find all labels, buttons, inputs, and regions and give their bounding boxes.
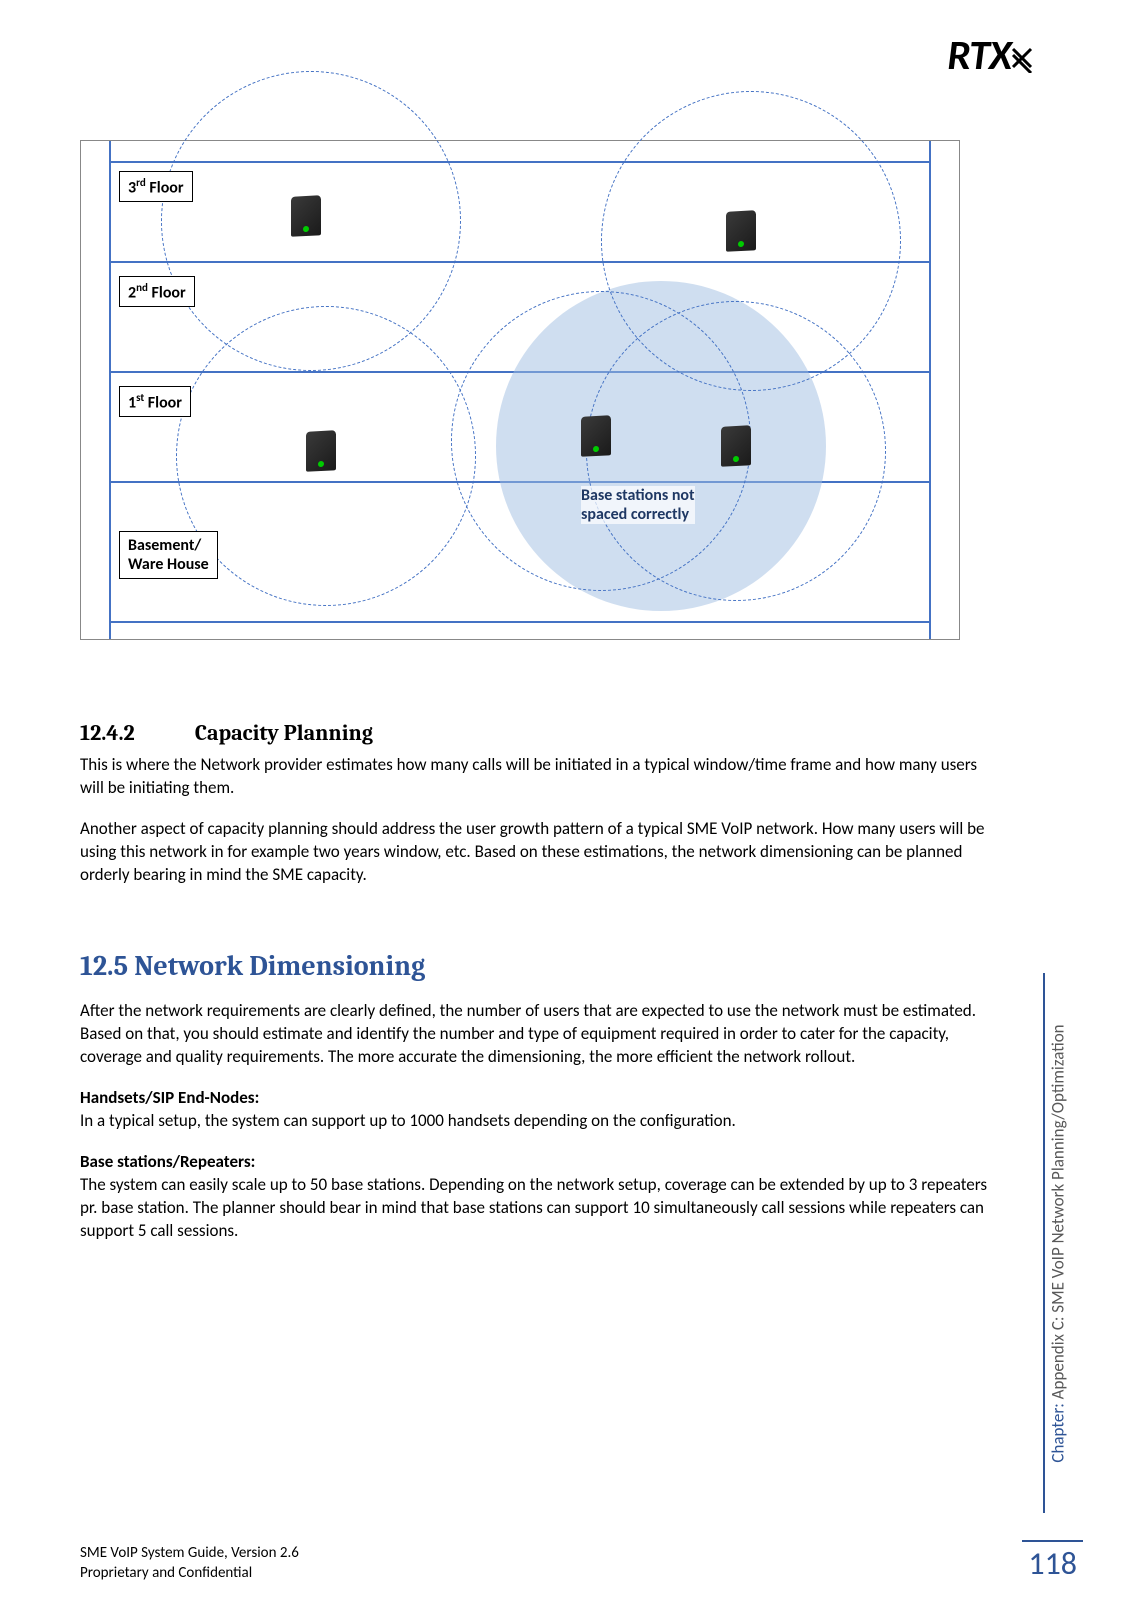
paragraph: This is where the Network provider estim… bbox=[80, 754, 1000, 800]
paragraph: The system can easily scale up to 50 bas… bbox=[80, 1174, 1000, 1243]
logo-text: RTX bbox=[947, 30, 1011, 81]
footer-line-2: Proprietary and Confidential bbox=[80, 1564, 299, 1584]
chapter-sidebar: Chapter: Appendix C: SME VoIP Network Pl… bbox=[1043, 973, 1071, 1513]
chapter-label: Chapter: Appendix C: SME VoIP Network Pl… bbox=[1048, 1024, 1069, 1462]
base-station-icon bbox=[581, 416, 611, 460]
floor-label: Basement/Ware House bbox=[119, 531, 218, 579]
logo-accent bbox=[1011, 30, 1033, 81]
heading-12-5: 12.5 Network Dimensioning bbox=[80, 950, 1000, 982]
heading-12-4-2: 12.4.2 Capacity Planning bbox=[80, 720, 1000, 746]
base-station-icon bbox=[721, 426, 751, 470]
floor-line bbox=[109, 621, 931, 623]
paragraph: Another aspect of capacity planning shou… bbox=[80, 818, 1000, 887]
section-12-5: 12.5 Network Dimensioning After the netw… bbox=[80, 950, 1000, 1260]
subheading-handsets: Handsets/SIP End-Nodes: bbox=[80, 1087, 1000, 1110]
floor-label: 2nd Floor bbox=[119, 276, 195, 307]
section-title: Capacity Planning bbox=[195, 720, 373, 746]
base-station-icon bbox=[306, 431, 336, 475]
page-number: 118 bbox=[1022, 1540, 1083, 1583]
paragraph: After the network requirements are clear… bbox=[80, 1000, 1000, 1069]
section-number: 12.4.2 bbox=[80, 720, 190, 746]
section-title: Network Dimensioning bbox=[134, 950, 425, 982]
chapter-prefix: Chapter: bbox=[1048, 1403, 1069, 1462]
right-wall bbox=[929, 141, 931, 639]
base-station-icon bbox=[726, 211, 756, 255]
left-wall bbox=[109, 141, 111, 639]
floor-diagram: 3rd Floor 2nd Floor 1st Floor Basement/Ware… bbox=[80, 140, 960, 640]
section-12-4-2: 12.4.2 Capacity Planning This is where t… bbox=[80, 720, 1000, 905]
callout-label: Base stations notspaced correctly bbox=[581, 486, 695, 524]
floor-label: 1st Floor bbox=[119, 386, 191, 417]
subheading-base: Base stations/Repeaters: bbox=[80, 1151, 1000, 1174]
chapter-title: Appendix C: SME VoIP Network Planning/Op… bbox=[1048, 1024, 1069, 1403]
base-station-icon bbox=[291, 196, 321, 240]
floor-label: 3rd Floor bbox=[119, 171, 193, 202]
paragraph: In a typical setup, the system can suppo… bbox=[80, 1110, 1000, 1133]
section-number: 12.5 bbox=[80, 950, 128, 982]
footer-line-1: SME VoIP System Guide, Version 2.6 bbox=[80, 1544, 299, 1564]
logo: RTX bbox=[947, 30, 1033, 81]
footer: SME VoIP System Guide, Version 2.6 Propr… bbox=[80, 1544, 299, 1583]
